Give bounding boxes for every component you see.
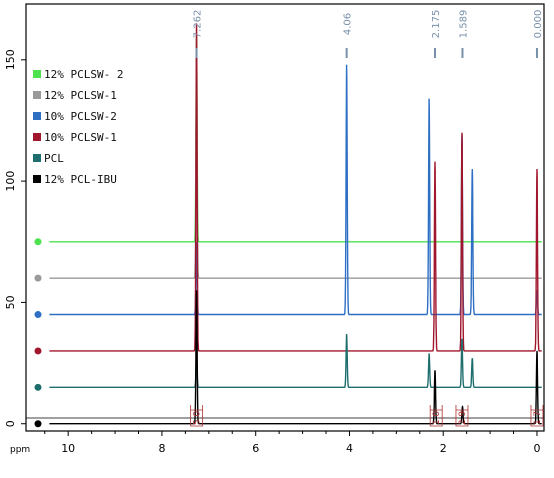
spectrum-line-5	[49, 290, 542, 425]
legend-swatch	[33, 133, 41, 141]
y-tick-label: 100	[4, 171, 17, 192]
legend-item: 10% PCLSW-1	[33, 130, 117, 144]
peak-label-3: 1.589	[458, 10, 469, 39]
legend-swatch	[33, 91, 41, 99]
spectrum-line-1	[49, 59, 542, 279]
legend-label: 10% PCLSW-1	[44, 130, 117, 144]
x-tick-label: 8	[158, 442, 165, 455]
legend-item: 12% PCL-IBU	[33, 172, 117, 186]
integral-bracket-0	[190, 405, 204, 427]
spectrum-line-0	[49, 35, 542, 243]
integral-bracket-3	[530, 405, 544, 427]
legend-label: 12% PCLSW- 2	[44, 67, 124, 81]
y-tick-label: 50	[4, 295, 17, 309]
legend-item: 10% PCLSW-2	[33, 109, 117, 123]
series-marker-0	[34, 238, 42, 246]
x-tick-label: 0	[533, 442, 540, 455]
peak-label-1: 4.06	[343, 13, 354, 35]
legend-item: 12% PCLSW- 2	[33, 67, 123, 81]
legend-item: 12% PCLSW-1	[33, 88, 117, 102]
series-marker-4	[34, 383, 42, 391]
series-marker-2	[34, 311, 42, 319]
integral-bracket-2	[455, 405, 469, 427]
integral-value-2: 2.9	[458, 411, 468, 426]
series-marker-3	[34, 347, 42, 355]
x-tick-label: 2	[440, 442, 447, 455]
x-unit-label: ppm	[10, 445, 30, 455]
legend-label: 12% PCLSW-1	[44, 88, 117, 102]
peak-label-4: 0.000	[533, 10, 544, 39]
legend-swatch	[33, 70, 41, 78]
x-tick-label: 4	[346, 442, 353, 455]
series-marker-5	[34, 420, 42, 428]
legend-swatch	[33, 175, 41, 183]
spectrum-line-4	[49, 333, 542, 388]
peak-label-0: 7.262	[193, 10, 204, 39]
plot-frame	[25, 3, 545, 432]
series-marker-1	[34, 274, 42, 282]
legend-item: PCL	[33, 151, 64, 165]
peak-label-2: 2.175	[431, 10, 442, 39]
spectrum-line-2	[49, 64, 542, 316]
y-tick-label: 0	[4, 420, 17, 427]
legend-label: PCL	[44, 151, 64, 165]
legend-label: 12% PCL-IBU	[44, 172, 117, 186]
x-tick-label: 10	[61, 442, 75, 455]
legend-swatch	[33, 154, 41, 162]
y-tick-label: 150	[4, 49, 17, 70]
legend-label: 10% PCLSW-2	[44, 109, 117, 123]
spectrum-line-3	[49, 23, 542, 352]
integral-bracket-1	[429, 405, 443, 427]
x-tick-label: 6	[252, 442, 259, 455]
integral-value-1: 1.0	[432, 411, 442, 426]
integral-value-3: 1.7	[533, 411, 543, 425]
integral-value-0: 5.0	[193, 411, 203, 426]
legend-swatch	[33, 112, 41, 120]
